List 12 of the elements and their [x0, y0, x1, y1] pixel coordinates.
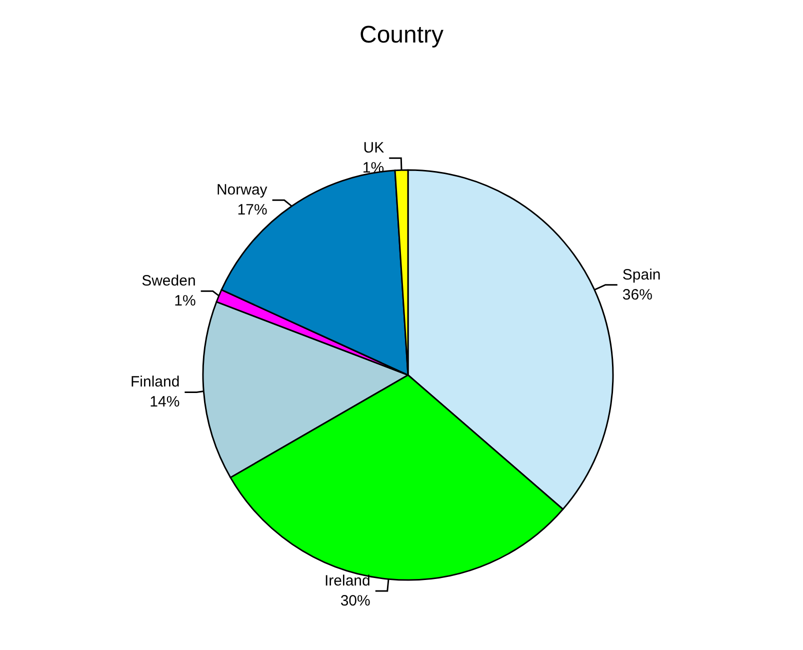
slice-label: Spain — [622, 266, 661, 284]
chart-title: Country — [359, 22, 444, 48]
data-label: 17% — [237, 202, 268, 219]
data-label: 1% — [174, 292, 196, 310]
slice-label: UK — [363, 140, 384, 157]
slice-label: Finland — [130, 374, 180, 391]
slice-label: Ireland — [324, 572, 370, 590]
slice-label: Sweden — [142, 272, 196, 290]
slice-label: Norway — [216, 182, 268, 199]
data-label: 30% — [340, 592, 370, 610]
data-label: 14% — [150, 394, 180, 411]
data-label: 36% — [622, 286, 652, 304]
